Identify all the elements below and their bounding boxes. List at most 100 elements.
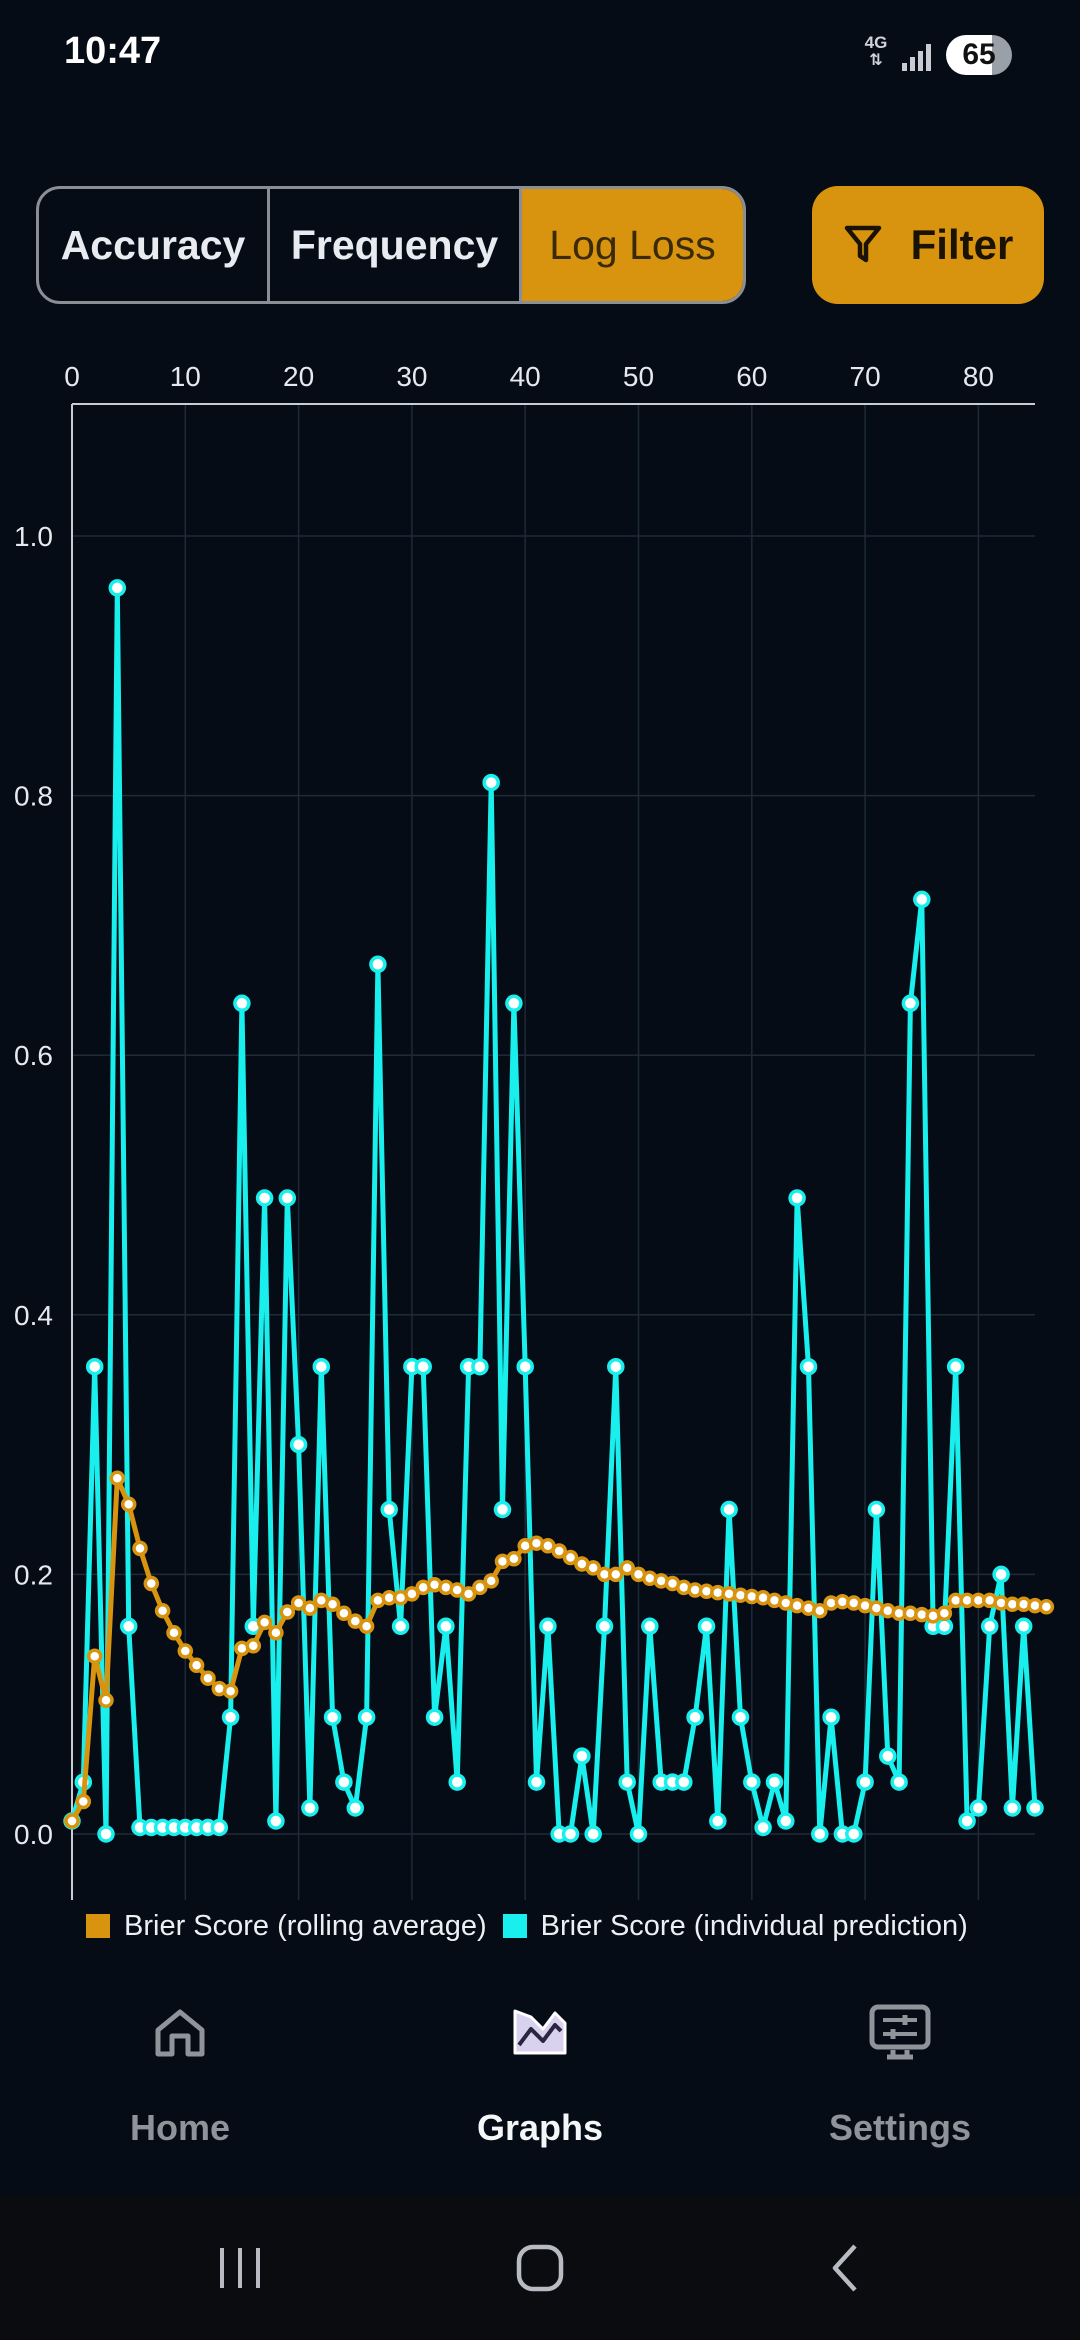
x-tick-label: 80 — [963, 361, 994, 392]
data-point-individual — [992, 1565, 1010, 1584]
data-point-individual — [686, 1708, 704, 1726]
data-point-rolling-average — [245, 1638, 262, 1654]
data-point-individual — [935, 1617, 954, 1636]
battery-icon: 65 — [946, 35, 1012, 75]
data-point-individual — [267, 1812, 285, 1830]
data-point-individual — [233, 994, 251, 1013]
data-point-rolling-average — [585, 1560, 601, 1576]
data-point-rolling-average — [562, 1549, 579, 1566]
data-point-rolling-average — [222, 1683, 239, 1699]
data-point-individual — [697, 1617, 716, 1636]
data-point-individual — [221, 1708, 240, 1726]
home-icon — [155, 2009, 205, 2057]
back-icon — [832, 2243, 857, 2292]
legend-item-individual[interactable]: Brier Score (individual prediction) — [502, 1909, 968, 1943]
x-tick-label: 0 — [64, 361, 80, 392]
data-point-rolling-average — [279, 1604, 296, 1620]
data-point-rolling-average — [268, 1625, 284, 1641]
data-point-individual — [822, 1708, 840, 1726]
series-line-individual — [69, 585, 1038, 1837]
data-point-individual — [879, 1747, 897, 1765]
legend-label-rolling: Brier Score (rolling average) — [124, 1909, 487, 1942]
status-icons: 4G ⇅ 65 — [860, 32, 1012, 78]
network-label: 4G — [864, 33, 888, 52]
data-point-rolling-average — [256, 1614, 273, 1631]
legend-item-rolling-average[interactable]: Brier Score (rolling average) — [86, 1910, 487, 1943]
data-point-rolling-average — [324, 1596, 341, 1613]
data-point-rolling-average — [98, 1692, 114, 1709]
circle-home-icon — [516, 2244, 564, 2291]
data-point-rolling-average — [143, 1575, 160, 1592]
data-point-individual — [527, 1773, 546, 1791]
data-point-individual — [777, 1812, 795, 1830]
data-point-individual — [901, 994, 920, 1013]
data-point-rolling-average — [302, 1600, 318, 1616]
data-point-individual — [754, 1818, 772, 1837]
x-tick-label: 40 — [510, 361, 541, 392]
nav-home-label: Home — [129, 2107, 231, 2148]
data-point-individual — [414, 1357, 432, 1376]
y-tick-label: 0.0 — [14, 1819, 53, 1850]
back-button[interactable] — [805, 2195, 885, 2340]
battery-level: 65 — [962, 38, 996, 71]
data-point-individual — [97, 1825, 115, 1843]
data-point-rolling-average — [336, 1605, 352, 1622]
data-point-rolling-average — [86, 1648, 103, 1664]
data-point-individual — [493, 1500, 512, 1519]
data-point-rolling-average — [358, 1618, 375, 1635]
nav-home[interactable]: Home — [30, 1975, 330, 2195]
data-point-individual — [312, 1357, 331, 1376]
filter-icon — [844, 225, 881, 263]
y-tick-label: 1.0 — [14, 521, 53, 552]
x-tick-label: 20 — [283, 361, 314, 392]
data-point-individual — [448, 1773, 466, 1791]
data-point-rolling-average — [64, 1813, 80, 1829]
tab-accuracy[interactable]: Accuracy — [60, 221, 246, 268]
data-point-individual — [539, 1617, 557, 1636]
x-tick-label: 10 — [170, 361, 201, 392]
data-point-individual — [969, 1799, 988, 1817]
data-point-individual — [357, 1708, 376, 1726]
x-tick-label: 60 — [736, 361, 767, 392]
data-point-rolling-average — [460, 1586, 477, 1602]
data-point-individual — [369, 955, 387, 974]
data-point-individual — [289, 1435, 308, 1454]
data-point-rolling-average — [75, 1793, 92, 1810]
data-point-individual — [584, 1825, 602, 1843]
data-point-rolling-average — [1038, 1599, 1055, 1615]
tab-log-loss[interactable]: Log Loss — [519, 189, 743, 301]
nav-settings[interactable]: Settings — [750, 1975, 1050, 2195]
tab-frequency[interactable]: Frequency — [267, 189, 519, 301]
home-system-button[interactable] — [500, 2195, 580, 2340]
nav-settings-label: Settings — [828, 2107, 971, 2148]
data-point-individual — [323, 1708, 342, 1726]
data-point-individual — [505, 994, 523, 1013]
data-point-rolling-average — [608, 1566, 624, 1583]
nav-graphs[interactable]: Graphs — [390, 1975, 690, 2195]
data-point-individual — [1014, 1617, 1033, 1636]
data-point-individual — [471, 1357, 489, 1376]
data-point-individual — [1026, 1799, 1044, 1817]
data-point-rolling-average — [200, 1670, 216, 1686]
filter-button[interactable]: Filter — [812, 186, 1044, 304]
brier-score-chart: 0 10 20 30 40 50 60 70 80 0.0 0.2 0.4 0.6 0.8 1.0 — [14, 361, 1055, 1900]
data-point-individual — [573, 1747, 591, 1765]
data-point-individual — [720, 1500, 738, 1519]
data-point-rolling-average — [404, 1586, 420, 1602]
data-point-individual — [346, 1799, 365, 1817]
settings-icon — [869, 2004, 931, 2060]
recent-apps-button[interactable] — [200, 2195, 280, 2340]
data-point-rolling-average — [619, 1560, 635, 1576]
data-point-individual — [618, 1773, 636, 1791]
legend-label-individual: Brier Score (individual prediction) — [540, 1909, 968, 1942]
data-point-rolling-average — [177, 1643, 194, 1659]
data-point-rolling-average — [551, 1543, 567, 1559]
data-point-individual — [482, 773, 500, 792]
data-point-individual — [788, 1189, 806, 1207]
data-point-rolling-average — [109, 1470, 126, 1487]
data-point-individual — [335, 1773, 353, 1791]
data-point-individual — [980, 1617, 999, 1636]
data-point-individual — [856, 1773, 874, 1791]
recent-apps-icon — [220, 2247, 260, 2288]
data-point-individual — [946, 1357, 965, 1376]
